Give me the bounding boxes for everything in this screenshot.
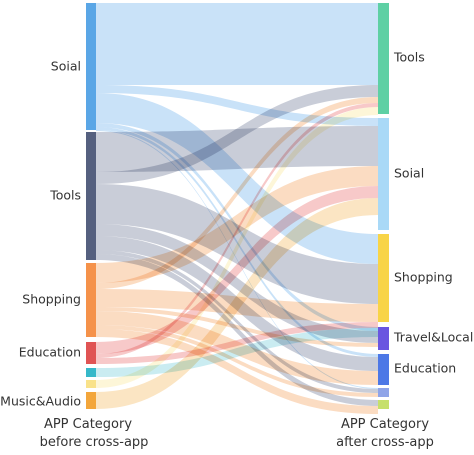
left-node-label: Tools	[49, 188, 81, 203]
right-node-bar	[378, 3, 389, 114]
left-node-label: Soial	[51, 59, 81, 74]
right-node-label: Education	[394, 361, 456, 376]
flow-link	[96, 186, 378, 354]
left-node-bar	[86, 380, 96, 388]
right-node-bar	[378, 400, 389, 409]
left-node-bar	[86, 368, 96, 377]
flow-link	[96, 224, 378, 343]
flow-link	[96, 3, 378, 85]
flow-link	[96, 103, 378, 358]
left-node-bar	[86, 3, 96, 130]
right-node-bar	[378, 327, 389, 350]
right-node-bar	[378, 354, 389, 385]
nodes-layer	[86, 3, 389, 409]
right-axis-title-line1: APP Category	[341, 417, 429, 432]
labels-layer: Soial Tools Shopping Education Music&Audio To…	[0, 50, 473, 409]
flow-link	[96, 107, 378, 388]
left-node-bar	[86, 392, 96, 409]
flow-link	[96, 250, 378, 393]
right-node-bar	[378, 234, 389, 322]
flow-link	[96, 325, 378, 397]
right-node-label: Tools	[393, 50, 425, 65]
flow-link	[96, 329, 378, 414]
flow-link	[96, 322, 378, 364]
left-axis-title-line1: APP Category	[44, 417, 132, 432]
flow-link	[96, 166, 378, 283]
right-node-label: Soial	[394, 166, 424, 181]
left-node-label: Music&Audio	[0, 394, 81, 409]
flow-link	[96, 85, 378, 184]
flow-link	[96, 97, 378, 289]
right-node-label: Shopping	[394, 270, 453, 285]
left-node-bar	[86, 263, 96, 337]
left-node-label: Shopping	[22, 292, 81, 307]
flow-link	[96, 307, 378, 347]
right-node-label: Travel&Local	[393, 330, 473, 345]
left-axis-title-line2: before cross-app	[40, 435, 149, 450]
left-node-label: Education	[19, 345, 81, 360]
flow-link	[96, 85, 378, 126]
right-node-bar	[378, 388, 389, 397]
flows-layer	[96, 3, 378, 414]
left-node-bar	[86, 132, 96, 260]
flow-link	[96, 328, 378, 377]
right-axis-title-line2: after cross-app	[336, 435, 434, 450]
flow-link	[96, 254, 378, 406]
left-node-bar	[86, 342, 96, 364]
flow-link	[96, 198, 378, 409]
right-node-bar	[378, 118, 389, 230]
